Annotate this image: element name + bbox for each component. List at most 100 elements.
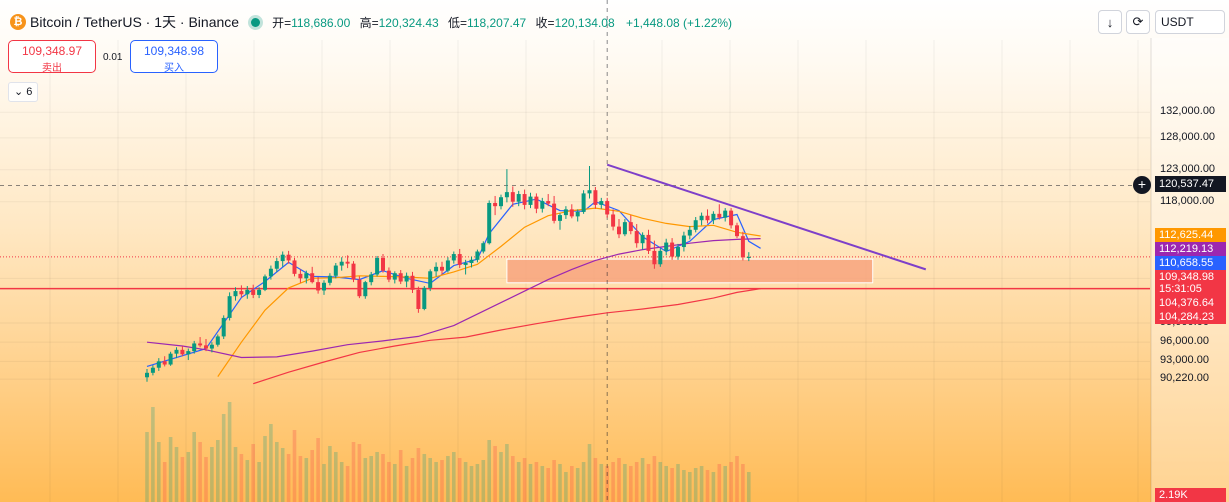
symbol-title[interactable]: Bitcoin / TetherUS · 1天 · Binance <box>30 14 240 30</box>
indicator-toggle-button[interactable]: ⌄ 6 <box>8 82 38 102</box>
price-axis-tick-label: 118,000.00 <box>1160 194 1215 207</box>
volume-bar <box>334 452 338 502</box>
candle-body <box>510 192 515 202</box>
sell-price: 109,348.97 <box>21 44 83 58</box>
add-alert-plus-icon[interactable]: + <box>1133 176 1151 195</box>
volume-bar <box>404 466 409 502</box>
price-tag: 112,219.13 <box>1155 242 1226 257</box>
volume-bar <box>575 468 580 502</box>
volume-bar <box>410 458 415 502</box>
price-axis-tick-label: 132,000.00 <box>1160 105 1216 118</box>
low-value: 118,207.47 <box>467 15 527 30</box>
volume-bar <box>192 432 196 502</box>
volume-bar <box>640 458 645 502</box>
download-button[interactable]: ↓ <box>1098 10 1122 34</box>
candle-body <box>174 349 179 354</box>
candle-body <box>587 190 592 194</box>
volume-bar <box>204 457 208 502</box>
price-axis-tick-label: 90,220.00 <box>1160 372 1209 385</box>
candle-body <box>292 260 297 274</box>
volume-bar <box>699 466 704 502</box>
candle-body <box>723 210 728 218</box>
refresh-icon: ⟳ <box>1132 14 1144 29</box>
volume-bar <box>658 462 663 502</box>
volume-bar <box>422 454 427 502</box>
change-value: +1,448.08 (+1.22%) <box>625 15 733 30</box>
candle-body <box>746 256 751 258</box>
volume-bar <box>611 462 615 502</box>
candle-body <box>381 257 385 271</box>
countdown-timer: 15:31:05 <box>1159 283 1202 296</box>
candle-body <box>333 265 338 276</box>
volume-bar <box>345 466 350 502</box>
volume-bar <box>623 464 627 502</box>
spread-value: 0.01 <box>103 52 123 63</box>
price-axis-tick-label: 128,000.00 <box>1160 130 1216 143</box>
crosshair-price-tag: 120,537.47 <box>1155 176 1226 193</box>
candle-body <box>664 242 669 251</box>
candle-body <box>239 291 244 295</box>
candle-body <box>681 235 686 248</box>
candle-body <box>339 261 344 266</box>
close-label: 收= <box>535 15 555 30</box>
candle-body <box>257 289 262 295</box>
candle-body <box>440 266 444 271</box>
candle-body <box>705 215 710 221</box>
indicator-count: 6 <box>26 86 33 98</box>
moving-average-line <box>217 207 761 377</box>
candle-body <box>221 317 226 337</box>
volume-bar <box>469 466 474 502</box>
candle-body <box>487 202 492 244</box>
volume-bar <box>375 452 379 502</box>
high-label: 高= <box>359 15 379 30</box>
volume-bar <box>316 438 320 502</box>
close-value: 120,134.08 <box>554 15 615 30</box>
volume-bar <box>245 460 250 502</box>
volume-bar <box>481 460 486 502</box>
candle-body <box>445 260 450 271</box>
candle-body <box>280 254 285 262</box>
candle-body <box>145 372 149 378</box>
candle-body <box>540 201 545 209</box>
candle-body <box>469 259 474 263</box>
volume-tag: 2.19K <box>1155 488 1226 502</box>
trendline <box>606 163 927 271</box>
candle-body <box>204 345 208 349</box>
volume-bar <box>298 456 303 502</box>
price-tag: 104,284.23 <box>1155 310 1226 325</box>
bitcoin-logo-icon: ₿ <box>10 14 26 30</box>
volume-bar <box>646 464 651 502</box>
candle-body <box>593 190 598 205</box>
support-zone <box>506 258 874 284</box>
volume-bar <box>381 454 385 502</box>
candle-body <box>670 242 675 257</box>
volume-bar <box>168 437 173 502</box>
volume-bar <box>711 472 716 502</box>
volume-bar <box>180 457 185 502</box>
currency-select[interactable]: USDT <box>1155 10 1225 34</box>
replay-button[interactable]: ⟳ <box>1126 10 1150 34</box>
volume-bar <box>688 472 692 502</box>
volume-bar <box>292 430 297 502</box>
volume-bar <box>735 456 739 502</box>
sell-label: 卖出 <box>42 63 62 74</box>
candle-body <box>268 268 273 277</box>
volume-bar <box>280 448 285 502</box>
candle-body <box>457 254 462 265</box>
candle-body <box>180 349 185 355</box>
price-axis-tick-label: 123,000.00 <box>1160 162 1216 175</box>
candle-body <box>386 270 391 280</box>
candle-body <box>363 282 368 297</box>
volume-bar <box>257 462 261 502</box>
sell-button[interactable]: 109,348.97 卖出 <box>8 40 96 74</box>
candle-body <box>528 196 533 205</box>
volume-bar <box>682 470 686 502</box>
low-label: 低= <box>448 15 468 30</box>
buy-button[interactable]: 109,348.98 买入 <box>130 40 218 74</box>
volume-bar <box>286 454 291 502</box>
candle-body <box>569 209 574 217</box>
price-tag: 104,376.64 <box>1155 296 1226 311</box>
candle-body <box>422 287 427 309</box>
candle-body <box>345 261 350 264</box>
